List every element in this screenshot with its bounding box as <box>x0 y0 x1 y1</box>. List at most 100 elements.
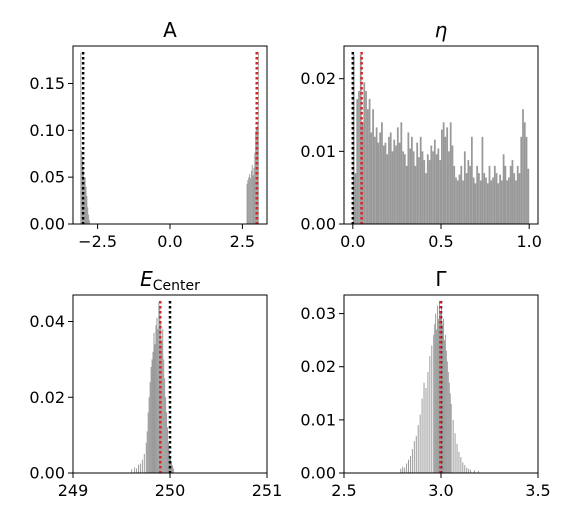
histogram-bar <box>149 382 151 473</box>
histogram-bar <box>493 165 496 224</box>
histogram-bar <box>413 441 415 473</box>
histogram-bar <box>458 174 461 224</box>
histogram-bar <box>444 334 446 473</box>
histogram-bar <box>425 387 427 473</box>
histogram-bar <box>372 109 374 224</box>
histogram-bar <box>163 359 165 473</box>
histogram-bar <box>473 470 475 473</box>
histogram-bar <box>448 382 450 473</box>
histogram-bar <box>170 461 172 473</box>
histogram-bar <box>354 173 357 224</box>
histogram-bar <box>165 397 167 473</box>
histogram-bar <box>449 393 451 473</box>
x-tick-label: 0.5 <box>428 232 453 251</box>
histogram-bar <box>156 317 158 473</box>
histogram-bar <box>400 468 402 473</box>
histogram-bar <box>88 214 90 224</box>
histogram-bar <box>488 165 491 224</box>
histogram-bar <box>516 165 519 224</box>
histogram-bar <box>161 340 163 473</box>
histogram-bar <box>492 177 494 224</box>
y-tick-label: 0.02 <box>300 357 336 376</box>
histogram-bar <box>151 359 153 473</box>
histogram-bar <box>416 142 419 224</box>
histogram-bar <box>368 99 371 224</box>
histogram-bar <box>153 332 155 473</box>
histogram-bar <box>411 136 413 224</box>
histogram-bar <box>525 136 528 224</box>
histogram-bar <box>375 127 378 224</box>
histogram-bar <box>469 165 471 224</box>
histogram-bar <box>462 180 464 224</box>
histogram-bar <box>402 151 404 224</box>
histogram-bar <box>164 378 166 473</box>
histogram-bar <box>470 469 472 473</box>
histogram-bar <box>356 99 359 224</box>
histogram-bar <box>508 177 510 224</box>
histogram-bar <box>479 180 482 224</box>
histogram-bar <box>481 136 484 224</box>
histogram-bar <box>402 466 404 473</box>
x-tick-label: 3.5 <box>525 481 550 500</box>
panel-title: η <box>435 18 448 42</box>
histogram-bar <box>453 165 456 224</box>
histogram-bar <box>511 160 514 224</box>
histogram-bar <box>370 132 373 224</box>
y-tick-label: 0.02 <box>29 388 65 407</box>
histogram-bar <box>436 329 438 473</box>
histogram-bar <box>478 173 480 224</box>
y-tick-label: 0.00 <box>300 464 336 483</box>
histogram-bar <box>506 180 509 224</box>
y-tick-label: 0.00 <box>29 464 65 483</box>
histogram-bar <box>408 459 409 473</box>
histogram-bar <box>499 174 501 224</box>
y-tick-label: 0.01 <box>300 142 336 161</box>
histogram-bar <box>366 109 369 224</box>
histogram-bar <box>154 344 156 473</box>
histogram-bar <box>431 345 433 473</box>
histogram-bar <box>252 175 254 224</box>
histogram-bar <box>455 177 457 224</box>
histogram-bar <box>421 398 423 473</box>
histogram-bar <box>429 356 431 473</box>
histogram-bar <box>423 382 425 473</box>
histogram-bar <box>417 425 419 473</box>
histogram-bar <box>456 180 459 224</box>
histogram-bar <box>515 180 517 224</box>
panel-title: ECenter <box>140 267 200 294</box>
histogram-bar <box>250 178 251 224</box>
x-tick-label: 2.5 <box>331 481 356 500</box>
histogram-bar <box>476 165 479 224</box>
histogram-bar <box>384 142 387 224</box>
histogram-bar <box>435 313 437 473</box>
histogram-bar <box>247 179 249 224</box>
histogram-bar <box>463 151 466 224</box>
histogram-bar <box>441 324 443 473</box>
panel-title: Γ <box>435 267 447 291</box>
histogram-bar <box>502 154 505 224</box>
histogram-bar <box>504 165 507 224</box>
x-tick-label: 251 <box>252 481 283 500</box>
histogram-bar <box>434 324 436 473</box>
y-tick-label: 0.04 <box>29 312 65 331</box>
histogram-bar <box>466 467 468 473</box>
histogram-bar <box>451 145 454 224</box>
histogram-bar <box>441 308 442 473</box>
histogram-bar <box>428 160 431 224</box>
histogram-bar <box>509 165 512 224</box>
histogram-bar <box>400 122 403 224</box>
histogram-bar <box>403 154 406 224</box>
histogram-bar <box>418 157 420 224</box>
histogram-bar <box>443 340 445 473</box>
histogram-bar <box>141 459 143 473</box>
histogram-bar <box>412 151 415 224</box>
histogram-bar <box>363 82 366 224</box>
x-tick-label: 3.0 <box>428 481 453 500</box>
histogram-bar <box>404 467 406 473</box>
panel-e-center: 249 250 251 0.00 0.02 0.04 ECenter <box>29 267 282 500</box>
histogram-bar <box>467 160 470 224</box>
histogram-bar <box>155 325 157 473</box>
histogram-bar <box>162 329 164 473</box>
histogram-bar <box>382 145 385 224</box>
